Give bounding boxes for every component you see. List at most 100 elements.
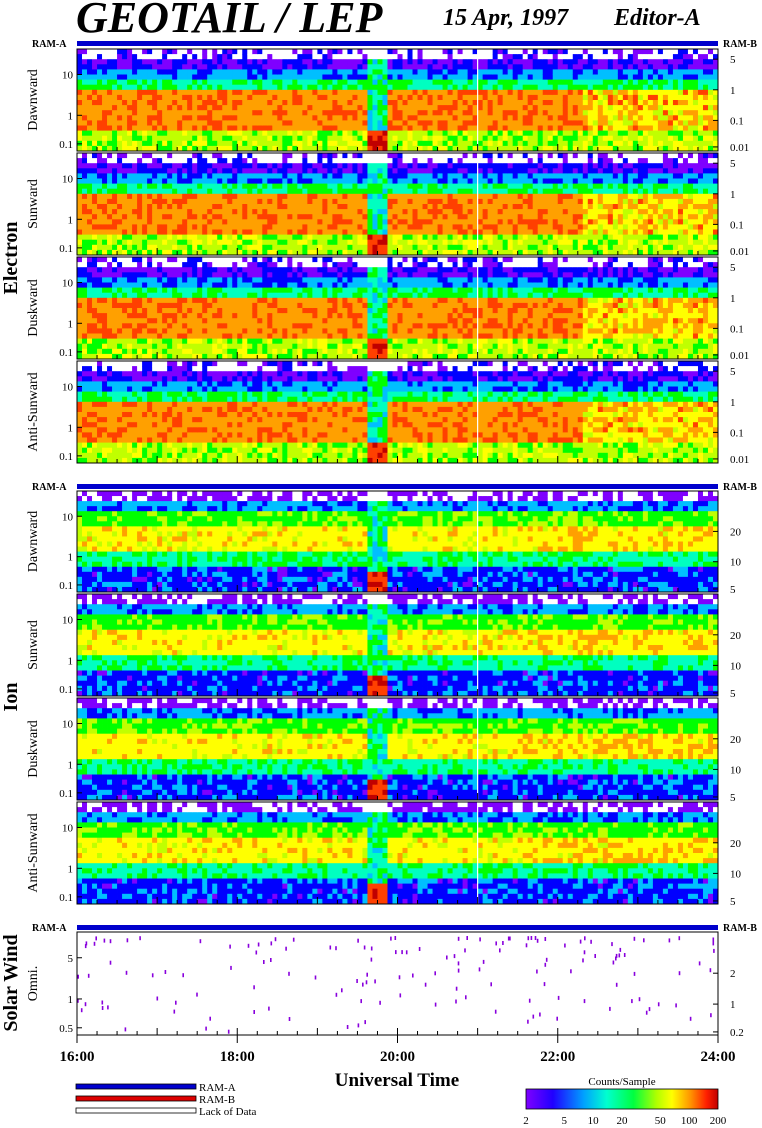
heatmap-cell (297, 204, 302, 210)
heatmap-cell (618, 179, 623, 185)
heatmap-cell (643, 199, 648, 205)
heatmap-cell (598, 75, 603, 81)
heatmap-cell (352, 105, 357, 111)
heatmap-cell (618, 189, 623, 195)
heatmap-cell (528, 54, 533, 60)
heatmap-cell (558, 209, 563, 215)
heatmap-cell (623, 105, 628, 111)
heatmap-cell (583, 80, 588, 86)
heatmap-cell (648, 189, 653, 195)
heatmap-cell (418, 115, 423, 121)
heatmap-cell (538, 75, 543, 81)
heatmap-cell (443, 141, 448, 147)
heatmap-cell (352, 80, 357, 86)
heatmap-cell (433, 54, 438, 60)
heatmap-cell (628, 126, 633, 132)
heatmap-cell (468, 240, 473, 246)
heatmap-cell (167, 219, 172, 225)
heatmap-cell (508, 100, 513, 106)
heatmap-cell (548, 100, 553, 106)
heatmap-cell (77, 219, 82, 225)
heatmap-cell (192, 110, 197, 116)
heatmap-cell (197, 168, 202, 174)
heatmap-cell (453, 204, 458, 210)
heatmap-cell (92, 163, 97, 169)
heatmap-cell (573, 95, 578, 101)
heatmap-cell (633, 75, 638, 81)
heatmap-cell (382, 49, 387, 55)
heatmap-cell (312, 69, 317, 75)
heatmap-cell (688, 69, 693, 75)
heatmap-cell (212, 75, 217, 81)
heatmap-cell (543, 194, 548, 200)
heatmap-cell (448, 105, 453, 111)
heatmap-cell (498, 230, 503, 236)
heatmap-cell (82, 153, 87, 159)
heatmap-cell (568, 163, 573, 169)
heatmap-cell (172, 224, 177, 230)
heatmap-cell (347, 136, 352, 142)
heatmap-cell (643, 153, 648, 159)
heatmap-cell (658, 69, 663, 75)
heatmap-cell (232, 110, 237, 116)
heatmap-cell (423, 245, 428, 251)
heatmap-cell (107, 163, 112, 169)
heatmap-cell (237, 173, 242, 179)
heatmap-cell (142, 199, 147, 205)
heatmap-cell (77, 240, 82, 246)
heatmap-cell (413, 235, 418, 241)
heatmap-cell (377, 136, 382, 142)
heatmap-cell (578, 59, 583, 64)
heatmap-cell (257, 59, 262, 64)
heatmap-cell (282, 105, 287, 111)
heatmap-cell (418, 240, 423, 246)
heatmap-cell (202, 100, 207, 106)
heatmap-cell (287, 173, 292, 179)
heatmap-cell (403, 163, 408, 169)
heatmap-cell (112, 153, 117, 159)
heatmap-cell (443, 100, 448, 106)
heatmap-cell (643, 163, 648, 169)
heatmap-cell (312, 189, 317, 195)
heatmap-cell (428, 184, 433, 190)
heatmap-cell (553, 75, 558, 81)
heatmap-cell (423, 64, 428, 70)
heatmap-cell (382, 64, 387, 70)
heatmap-cell (413, 59, 418, 64)
heatmap-cell (107, 153, 112, 159)
heatmap-cell (678, 49, 683, 55)
heatmap-cell (317, 136, 322, 142)
heatmap-cell (403, 158, 408, 164)
heatmap-cell (197, 85, 202, 91)
heatmap-cell (302, 69, 307, 75)
heatmap-cell (563, 126, 568, 132)
heatmap-cell (443, 110, 448, 116)
heatmap-cell (433, 163, 438, 169)
heatmap-cell (217, 224, 222, 230)
heatmap-cell (518, 120, 523, 126)
heatmap-cell (598, 179, 603, 185)
heatmap-cell (558, 100, 563, 106)
heatmap-cell (658, 115, 663, 121)
heatmap-cell (337, 163, 342, 169)
heatmap-cell (538, 100, 543, 106)
heatmap-cell (668, 184, 673, 190)
heatmap-cell (688, 126, 693, 132)
heatmap-cell (598, 126, 603, 132)
heatmap-cell (372, 189, 377, 195)
heatmap-cell (498, 120, 503, 126)
heatmap-cell (227, 75, 232, 81)
heatmap-cell (252, 90, 257, 96)
heatmap-cell (663, 158, 668, 164)
heatmap-cell (132, 184, 137, 190)
heatmap-cell (498, 199, 503, 205)
heatmap-cell (192, 120, 197, 126)
ram-a-label: RAM-A (32, 923, 67, 934)
heatmap-cell (413, 184, 418, 190)
heatmap-cell (267, 85, 272, 91)
heatmap-cell (638, 173, 643, 179)
heatmap-cell (653, 184, 658, 190)
heatmap-cell (518, 75, 523, 81)
heatmap-cell (418, 141, 423, 147)
heatmap-cell (513, 209, 518, 215)
